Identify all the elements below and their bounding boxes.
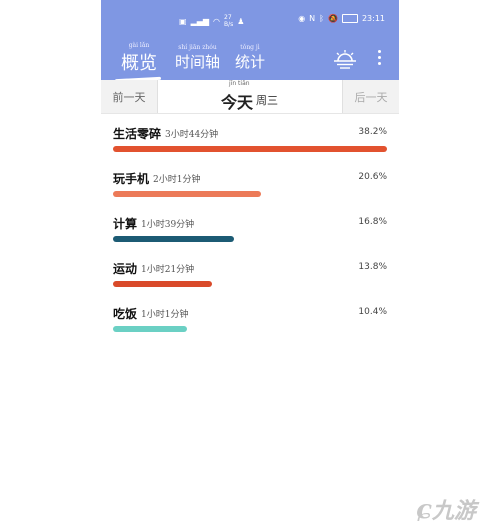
activity-duration: 1小时39分钟 (141, 220, 195, 230)
phone-screen: ▣ ▂▄▆ ◠ 27 B/s ♟ ◉ N ᛒ 🔕 23:11 gài lǎn (101, 0, 399, 532)
eye-icon: ◉ (298, 14, 306, 23)
today-pinyin: jīn tiān (229, 80, 250, 87)
activity-row[interactable]: 运动 1小时21分钟 13.8% (113, 248, 387, 292)
activity-name: 玩手机 (113, 172, 150, 186)
activity-duration: 2小时1分钟 (153, 175, 201, 185)
sunset-icon[interactable] (334, 49, 356, 69)
network-speed: 27 B/s (224, 14, 234, 28)
next-day-button[interactable]: 后一天 (342, 80, 399, 113)
watermark-swirl-icon: ɕ (416, 495, 432, 525)
tab-timeline[interactable]: shí jiān zhóu 时间轴 (175, 44, 221, 71)
mute-icon: 🔕 (327, 14, 338, 23)
battery-icon (341, 14, 358, 23)
activity-percent: 38.2% (358, 127, 387, 137)
notification-icon: ♟ (237, 16, 245, 26)
activity-bar (113, 236, 234, 242)
activity-duration: 1小时1分钟 (141, 310, 189, 320)
sim-icon: ▣ (179, 16, 187, 26)
activity-percent: 16.8% (358, 217, 387, 227)
app-header: ▣ ▂▄▆ ◠ 27 B/s ♟ ◉ N ᛒ 🔕 23:11 gài lǎn (101, 0, 399, 80)
activity-bar (113, 146, 387, 152)
status-bar: ▣ ▂▄▆ ◠ 27 B/s ♟ ◉ N ᛒ 🔕 23:11 (101, 12, 399, 28)
activity-duration: 3小时44分钟 (165, 130, 219, 140)
main-tabs: gài lǎn 概览 shí jiān zhóu 时间轴 tǒng jì 统计 (101, 42, 399, 74)
activity-percent: 13.8% (358, 262, 387, 272)
today-label: 今天 (221, 93, 254, 112)
day-navigator: 前一天 jīn tiān 今天 周三 后一天 (101, 80, 399, 114)
activity-row[interactable]: 生活零碎 3小时44分钟 38.2% (113, 113, 387, 157)
activity-row[interactable]: 吃饭 1小时1分钟 10.4% (113, 293, 387, 337)
weekday-label: 周三 (256, 94, 278, 107)
clock: 23:11 (361, 14, 385, 23)
activity-name: 运动 (113, 262, 138, 276)
activity-name: 计算 (113, 217, 138, 231)
activity-name: 吃饭 (113, 307, 138, 321)
watermark-logo: ɕ九游 (416, 495, 476, 525)
signal-icon: ▂▄▆ (190, 16, 210, 26)
activity-name: 生活零碎 (113, 127, 162, 141)
previous-day-button[interactable]: 前一天 (101, 80, 158, 113)
activity-bar (113, 326, 187, 332)
activity-row[interactable]: 玩手机 2小时1分钟 20.6% (113, 158, 387, 202)
activity-percent: 10.4% (358, 307, 387, 317)
wifi-icon: ◠ (213, 16, 221, 26)
activity-row[interactable]: 计算 1小时39分钟 16.8% (113, 203, 387, 247)
nfc-icon: N (309, 14, 316, 23)
activity-bar (113, 281, 212, 287)
more-vertical-icon[interactable] (376, 50, 382, 68)
tab-overview[interactable]: gài lǎn 概览 (121, 42, 157, 74)
activity-duration: 1小时21分钟 (141, 265, 195, 275)
bluetooth-icon: ᛒ (319, 14, 324, 23)
activity-percent: 20.6% (358, 172, 387, 182)
activity-bar (113, 191, 261, 197)
tab-statistics[interactable]: tǒng jì 统计 (235, 44, 266, 71)
